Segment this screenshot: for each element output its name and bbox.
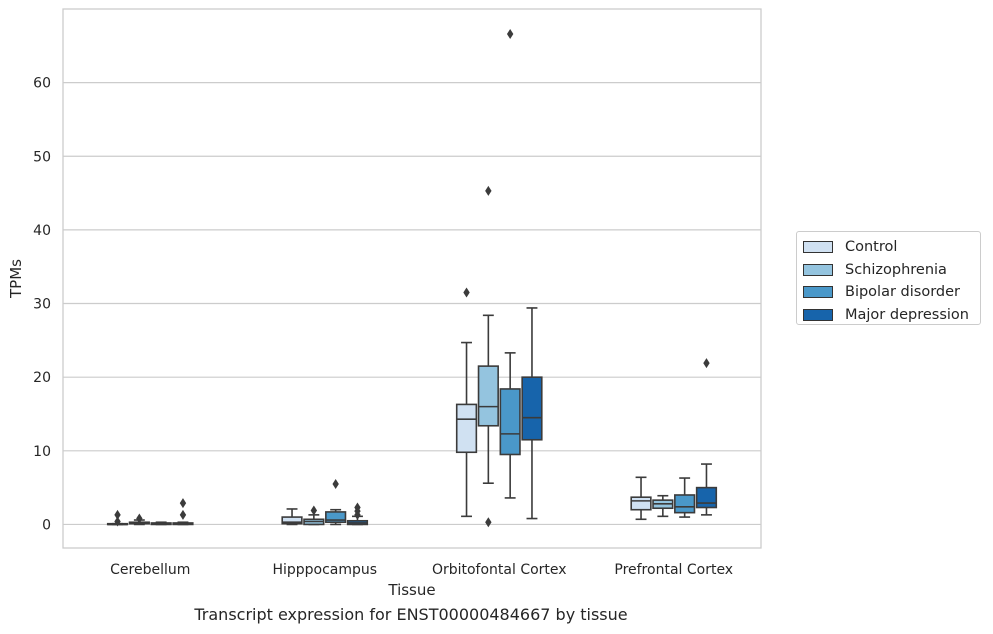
box-bipolar-disorder (674, 477, 696, 518)
outlier-point (506, 29, 514, 40)
x-tick-labels: Cerebellum Hipppocampus Orbitofontal Corte… (110, 562, 733, 578)
plot-frame (62, 8, 762, 549)
y-axis-label: TPMs (7, 259, 25, 299)
box-schizophrenia (303, 505, 325, 526)
y-tick-label: 30 (33, 297, 51, 313)
legend-swatch (803, 308, 833, 321)
y-tick-label: 60 (33, 76, 51, 92)
box-control (455, 287, 478, 518)
y-tick-label: 10 (33, 444, 51, 460)
box-body (674, 494, 696, 514)
outlier-point (136, 513, 143, 524)
legend-item: Control (797, 236, 980, 259)
legend-swatch (803, 286, 833, 299)
box-control (630, 476, 652, 521)
box-control (106, 509, 129, 527)
box-schizophrenia (477, 185, 499, 528)
box-bipolar-disorder (150, 521, 172, 526)
outlier-point (114, 509, 121, 520)
box-bipolar-disorder (499, 29, 521, 499)
boxes (106, 29, 718, 528)
chart-caption: Transcript expression for ENST0000048466… (194, 605, 628, 624)
legend-item: Bipolar disorder (797, 281, 980, 304)
x-tick-label: Hipppocampus (272, 562, 377, 578)
outlier-point (310, 505, 318, 516)
legend-swatch (803, 241, 833, 254)
box-body (521, 376, 543, 441)
outlier-point (354, 502, 361, 513)
outlier-point (114, 516, 121, 527)
legend-label: Major depression (845, 306, 969, 323)
outlier-point (703, 358, 710, 369)
box-schizophrenia (128, 513, 150, 526)
y-tick-label: 50 (33, 149, 51, 165)
legend-label: Control (845, 239, 898, 256)
box-major-depression (172, 498, 194, 526)
y-tick-label: 0 (42, 517, 51, 533)
legend-item: Schizophrenia (797, 259, 980, 282)
box-body (630, 496, 652, 511)
y-tick-label: 20 (33, 370, 51, 386)
y-tick-label: 40 (33, 223, 51, 239)
box-major-depression (521, 307, 543, 520)
outlier-point (332, 478, 339, 489)
box-body (477, 365, 499, 427)
box-body (695, 486, 718, 509)
legend-item: Major depression (797, 304, 980, 327)
box-major-depression (346, 502, 369, 526)
x-tick-label: Orbitofontal Cortex (432, 562, 567, 578)
box-bipolar-disorder (325, 478, 347, 526)
outlier-point (179, 498, 187, 509)
box-body (455, 403, 478, 454)
outlier-point (485, 185, 492, 196)
box-major-depression (695, 358, 718, 516)
legend-label: Bipolar disorder (845, 284, 960, 301)
x-axis-label: Tissue (387, 581, 435, 599)
box-control (281, 508, 303, 526)
gridlines (63, 82, 761, 526)
legend-label: Schizophrenia (845, 261, 947, 278)
box-body (499, 388, 521, 456)
box-body (281, 516, 303, 525)
x-tick-label: Prefrontal Cortex (614, 562, 733, 578)
y-tick-labels: 0 10 20 30 40 50 60 (33, 76, 51, 534)
legend-swatch (803, 263, 833, 276)
x-tick-label: Cerebellum (110, 562, 190, 578)
box-schizophrenia (652, 494, 674, 518)
outlier-point (485, 517, 492, 528)
outlier-point (179, 509, 187, 520)
outlier-point (463, 287, 470, 298)
box-body (325, 511, 347, 524)
legend: Control Schizophrenia Bipolar disorder Majo… (796, 231, 981, 325)
